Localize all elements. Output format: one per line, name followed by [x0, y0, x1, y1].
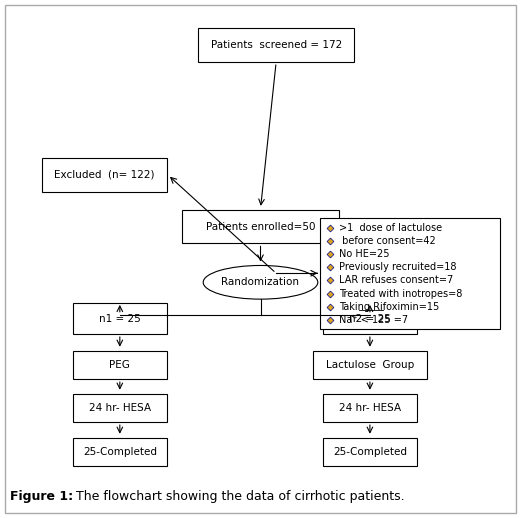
FancyBboxPatch shape	[198, 28, 354, 62]
FancyBboxPatch shape	[182, 210, 339, 243]
Text: n2 = 25: n2 = 25	[349, 313, 391, 324]
Text: 24 hr- HESA: 24 hr- HESA	[339, 403, 401, 413]
FancyBboxPatch shape	[73, 438, 167, 466]
FancyBboxPatch shape	[73, 351, 167, 379]
Text: 25-Completed: 25-Completed	[333, 447, 407, 457]
Text: Treated with inotropes=8: Treated with inotropes=8	[339, 289, 463, 298]
Text: Lactulose  Group: Lactulose Group	[326, 360, 414, 370]
Text: 24 hr- HESA: 24 hr- HESA	[89, 403, 151, 413]
Text: 25-Completed: 25-Completed	[83, 447, 157, 457]
Text: >1  dose of lactulose: >1 dose of lactulose	[339, 223, 442, 233]
FancyBboxPatch shape	[323, 438, 417, 466]
Text: Na⁺ < 125 =7: Na⁺ < 125 =7	[339, 315, 408, 325]
FancyBboxPatch shape	[73, 394, 167, 422]
Text: Excluded  (n= 122): Excluded (n= 122)	[54, 170, 154, 180]
Text: The flowchart showing the data of cirrhotic patients.: The flowchart showing the data of cirrho…	[76, 491, 404, 503]
FancyBboxPatch shape	[313, 351, 427, 379]
FancyBboxPatch shape	[73, 303, 167, 334]
FancyBboxPatch shape	[320, 218, 500, 329]
Text: No HE=25: No HE=25	[339, 249, 390, 259]
Text: Taking Rifoximin=15: Taking Rifoximin=15	[339, 301, 439, 312]
Text: n1 = 25: n1 = 25	[99, 313, 141, 324]
Text: Figure 1:: Figure 1:	[10, 491, 78, 503]
Text: Randomization: Randomization	[221, 277, 300, 287]
Text: PEG: PEG	[109, 360, 130, 370]
Text: before consent=42: before consent=42	[339, 236, 436, 246]
Text: LAR refuses consent=7: LAR refuses consent=7	[339, 276, 453, 285]
Text: Previously recruited=18: Previously recruited=18	[339, 262, 457, 272]
Ellipse shape	[203, 265, 318, 299]
FancyBboxPatch shape	[323, 303, 417, 334]
Text: Patients  screened = 172: Patients screened = 172	[210, 40, 342, 50]
FancyBboxPatch shape	[42, 158, 167, 192]
FancyBboxPatch shape	[323, 394, 417, 422]
Text: Patients enrolled=50: Patients enrolled=50	[206, 222, 315, 232]
